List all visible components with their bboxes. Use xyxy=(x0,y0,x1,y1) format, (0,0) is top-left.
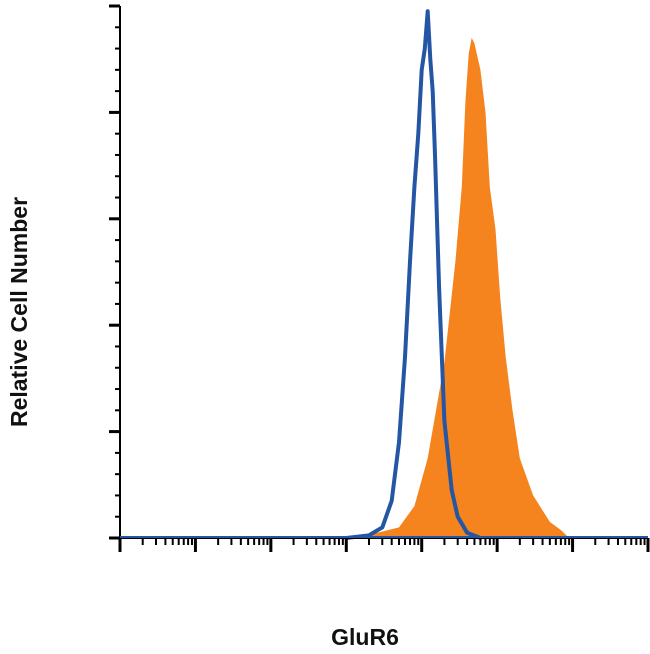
series-1-outline-histogram xyxy=(344,9,483,540)
series-layer xyxy=(344,9,570,540)
axis-layer xyxy=(109,4,650,552)
x-axis-title: GluR6 xyxy=(331,624,399,650)
series-0-filled-histogram xyxy=(346,37,570,539)
y-axis-title: Relative Cell Number xyxy=(6,197,32,427)
